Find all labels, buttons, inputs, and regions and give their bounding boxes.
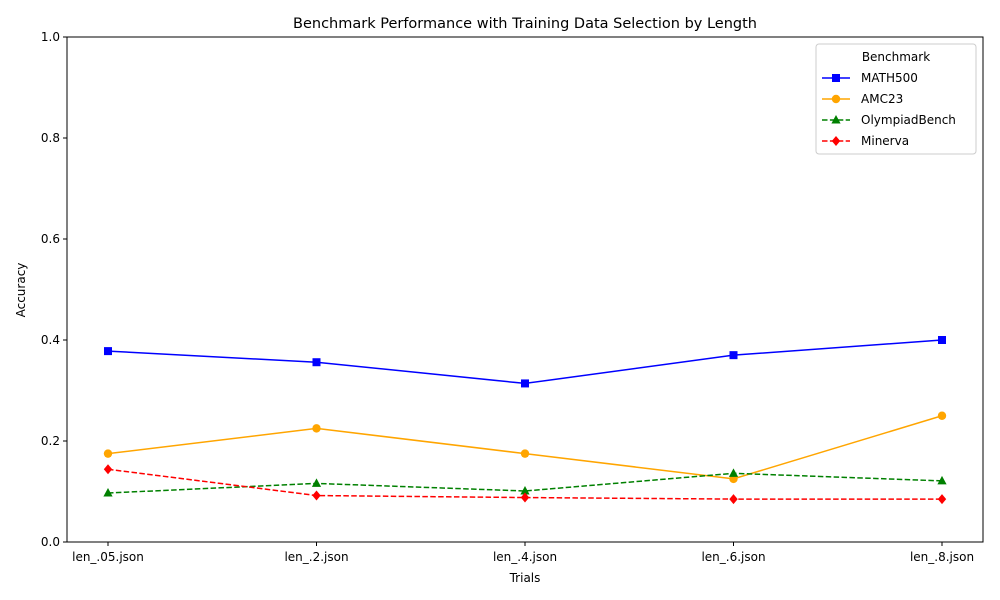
x-tick-label: len_.05.json [72,550,144,564]
series-minerva [103,464,947,505]
legend-item: AMC23 [822,92,903,106]
data-point [937,411,947,420]
legend-item: Minerva [822,134,909,148]
legend-item: OlympiadBench [822,113,956,127]
x-tick-label: len_.2.json [284,550,348,564]
data-point [937,494,947,505]
x-tick-label: len_.8.json [910,550,974,564]
data-point [520,492,530,503]
series-olympiadbench [103,468,947,497]
legend-item: MATH500 [822,71,918,85]
y-tick-label: 0.2 [41,434,60,448]
data-point [938,336,946,344]
series-line [107,468,942,500]
x-tick-label: len_.4.json [493,550,557,564]
y-axis: 0.0 0.2 0.4 0.6 0.8 1.0 [41,30,67,549]
series-math500 [104,336,946,388]
legend-label: OlympiadBench [861,113,956,127]
y-tick-label: 1.0 [41,30,60,44]
series-line [107,472,943,494]
legend-label: Minerva [861,134,909,148]
data-point [103,449,113,458]
x-tick-label: len_.6.json [701,550,765,564]
legend-title: Benchmark [862,50,930,64]
data-point [312,358,321,367]
legend-marker [831,115,841,124]
data-point [729,351,738,360]
legend-label: AMC23 [861,92,903,106]
chart-title: Benchmark Performance with Training Data… [293,16,757,32]
legend-label: MATH500 [861,71,918,85]
y-tick-label: 0.4 [41,333,60,347]
data-point [521,379,529,388]
data-point [520,485,530,495]
x-axis-label: Trials [509,571,541,585]
y-axis-label: Accuracy [14,263,28,318]
legend-marker [831,94,841,104]
legend-marker [832,74,840,82]
data-point [312,490,321,501]
legend-box [815,43,977,155]
legend: Benchmark MATH500 AMC23 OlympiadBench Miner… [815,43,977,155]
y-tick-label: 0.8 [41,131,60,145]
legend-marker [831,136,841,146]
data-point [729,494,738,505]
x-axis: len_.05.json len_.2.json len_.4.json len_.6… [72,542,974,564]
data-point [728,468,739,477]
data-point [103,488,113,497]
data-point [103,464,113,475]
y-tick-label: 0.0 [41,535,60,549]
data-point [312,424,321,433]
legend-items: MATH500 AMC23 OlympiadBench Minerva [822,71,956,148]
plot-area [103,336,947,505]
data-point [937,475,947,485]
data-point [311,478,322,487]
data-point [520,449,530,458]
y-tick-label: 0.6 [41,232,60,246]
data-point [104,347,112,356]
